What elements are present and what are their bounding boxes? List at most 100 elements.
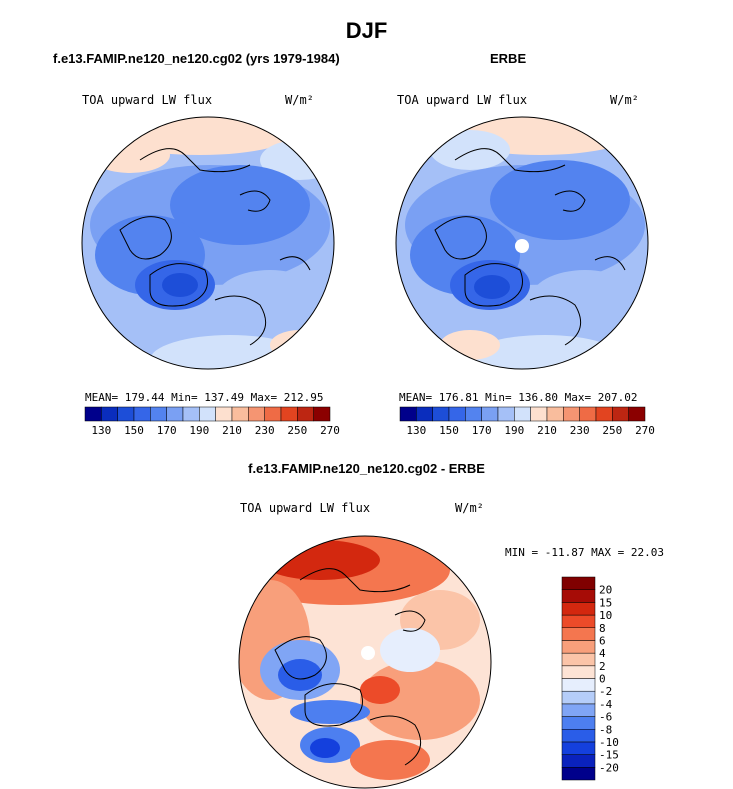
panel2-colorbar-swatch [612,406,629,422]
panel1-colorbar-tick-label: 150 [124,424,144,437]
panel2-colorbar-swatch [432,406,450,422]
panel3-colorbar-swatch [561,576,596,590]
panel2-colorbar-tick-label: 190 [504,424,524,437]
panel3-colorbar-swatch [561,602,596,616]
panel2-colorbar-tick-label: 210 [537,424,557,437]
panel2-colorbar-swatch [579,406,597,422]
panel3-min-label: MIN = [505,546,539,559]
panel2-mean-label: MEAN= [399,391,433,404]
panel3-heading: f.e13.FAMIP.ne120_ne120.cg02 - ERBE [248,461,485,476]
panel1-mean-label: MEAN= [85,391,119,404]
panel1-colorbar-swatch [231,406,249,422]
panel1-colorbar-swatch [215,406,233,422]
panel1-colorbar-swatch [264,406,282,422]
panel1-colorbar-swatch [313,406,331,422]
panel1-heading: f.e13.FAMIP.ne120_ne120.cg02 (yrs 1979-1… [53,51,340,66]
panel2-mean-value: 176.81 [438,391,479,404]
panel1-mean-value: 179.44 [124,391,165,404]
panel2-min-value: 136.80 [518,391,558,404]
panel3-colorbar-tick-label: 10 [599,609,612,622]
panel2-colorbar-swatch [481,406,499,422]
panel2-max-label: Max= [564,391,592,404]
panel2-colorbar-swatch [546,406,564,422]
panel1-colorbar-tick-label: 190 [189,424,209,437]
panel3-colorbar-swatch [561,665,596,679]
panel3-max-value: 22.03 [630,546,664,559]
panel3-colorbar-tick-label: 8 [599,622,606,635]
panel1-colorbar-tick-label: 230 [255,424,275,437]
panel2-colorbar-swatch [595,406,613,422]
panel3-stats: MIN = -11.87 MAX = 22.03 [505,546,664,559]
panel2-min-label: Min= [485,391,512,404]
panel1-colorbar-swatch [101,406,118,422]
panel3-colorbar-swatch [561,716,596,730]
panel3-min-value: -11.87 [544,546,585,559]
panel2-colorbar-swatch [497,406,515,422]
panel1-colorbar-tick-label: 210 [222,424,242,437]
panel2-heading: ERBE [490,51,527,66]
panel3-colorbar-swatch [561,690,596,705]
panel3-colorbar-tick-label: 15 [599,596,612,609]
panel1-colorbar-swatch [84,406,102,422]
panel3-colorbar-tick-label: -20 [599,761,619,774]
panel1-colorbar-tick-label: 250 [287,424,307,437]
panel3-colorbar-tick-label: 0 [599,673,606,686]
panel3-colorbar-tick-label: 20 [599,584,612,597]
panel1-colorbar-tick-label: 130 [91,424,111,437]
panel1-colorbar-swatch [297,406,314,422]
panel2-colorbar-tick-label: 250 [602,424,622,437]
panel2-colorbar-tick-label: 270 [635,424,655,437]
panel3-colorbar-swatch [561,729,596,743]
panel1-stats: MEAN= 179.44 Min= 137.49 Max= 212.95 [85,391,324,404]
panel3-colorbar-tick-label: 2 [599,660,606,673]
panel2-colorbar-swatch [448,406,466,422]
panel3-colorbar-swatch [561,678,596,692]
panel1-colorbar-swatch [199,406,216,422]
panel2-max-value: 207.02 [597,391,638,404]
panel3-colorbar-swatch [561,741,596,755]
panel3-units: W/m² [455,501,484,515]
panel3-colorbar-swatch [561,640,596,654]
panel3-colorbar-swatch [561,627,596,641]
panel2-colorbar: 130 150 170 190 210 230 250 270 [399,406,655,437]
panel2-colorbar-swatch [563,406,580,422]
panel2-units: W/m² [610,93,639,107]
panel2-colorbar-swatch [399,406,417,422]
panel3-max-label: MAX = [591,546,625,559]
panel1-colorbar-swatch [280,406,298,422]
panel1-max-label: Max= [250,391,278,404]
panel3-colorbar-swatch [561,652,596,667]
panel3-colorbar-tick-label: -6 [599,711,612,724]
panel3-map [238,535,492,789]
panel3-colorbar-tick-label: -10 [599,736,619,749]
panel1-colorbar-swatch [248,406,265,422]
panel1-colorbar-swatch [133,406,151,422]
panel3-colorbar-tick-label: -8 [599,723,612,736]
panel3-colorbar-tick-label: -4 [599,698,613,711]
panel1-min-label: Min= [171,391,198,404]
panel2-colorbar-tick-label: 130 [406,424,426,437]
panel3-colorbar-tick-label: 4 [599,647,606,660]
panel1-colorbar-swatch [166,406,184,422]
panel1-colorbar-tick-label: 170 [157,424,177,437]
panel2-colorbar-tick-label: 230 [570,424,590,437]
panel1-colorbar-tick-label: 270 [320,424,340,437]
panel3-colorbar-tick-label: -2 [599,685,612,698]
panel2-colorbar-tick-label: 150 [439,424,459,437]
panel3-colorbar-swatch [561,703,596,717]
panel3-colorbar-swatch [561,767,596,781]
panel3-colorbar-swatch [561,589,596,603]
panel2-map [395,116,649,370]
panel3-variable: TOA upward LW flux [240,501,371,515]
panel2-colorbar-swatch [530,406,548,422]
panel2-colorbar-swatch [416,406,433,422]
panel2-colorbar-swatch [514,406,531,422]
panel1-map [81,116,335,370]
panel3-colorbar-swatch [561,614,596,628]
panel3-colorbar-tick-label: -15 [599,749,619,762]
panel1-colorbar: 130 150 170 190 210 230 250 270 [84,406,340,437]
panel1-max-value: 212.95 [283,391,324,404]
panel3-colorbar-swatch [561,754,596,768]
panel1-colorbar-swatch [182,406,200,422]
